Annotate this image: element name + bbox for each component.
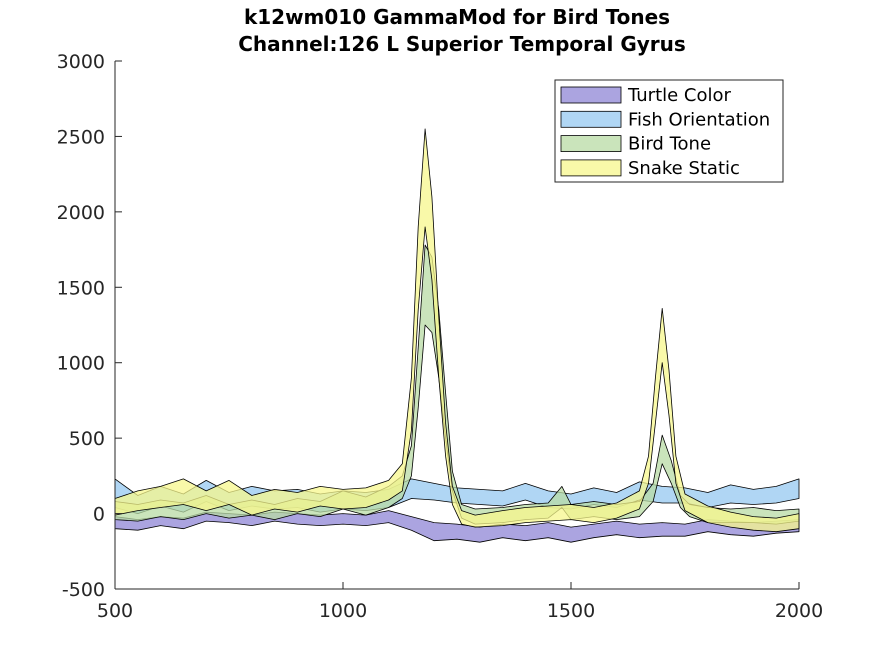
x-tick-label: 500 xyxy=(97,600,133,622)
ticks-layer: 500 1000 1500 2000 -500 0 500 1000 1500 2000 2500 3… xyxy=(57,51,824,622)
legend-swatch-snake-static xyxy=(560,159,622,177)
legend-swatch-bird-tone xyxy=(560,135,622,153)
legend-items: Turtle Color Fish Orientation Bird Tone Sna… xyxy=(560,85,770,179)
legend-label-turtle-color: Turtle Color xyxy=(627,85,732,106)
legend-swatch-fish-orientation xyxy=(560,110,622,128)
y-tick-label: 500 xyxy=(69,428,105,450)
y-tick-label: 1000 xyxy=(57,353,105,375)
y-tick-label: 2000 xyxy=(57,202,105,224)
legend-label-fish-orientation: Fish Orientation xyxy=(628,109,770,130)
y-tick-label: 2500 xyxy=(57,126,105,148)
y-tick-label: -500 xyxy=(62,579,105,601)
series-band-snake-static xyxy=(114,128,800,533)
x-tick-label: 1000 xyxy=(319,600,367,622)
legend-label-bird-tone: Bird Tone xyxy=(628,134,711,155)
series-layer xyxy=(114,128,800,543)
chart-subtitle: Channel:126 L Superior Temporal Gyrus xyxy=(238,32,686,56)
y-tick-label: 1500 xyxy=(57,277,105,299)
y-tick-label: 0 xyxy=(93,504,105,526)
legend-swatch-turtle-color xyxy=(560,86,622,104)
chart-title: k12wm010 GammaMod for Bird Tones xyxy=(244,5,670,29)
y-tick-label: 3000 xyxy=(57,51,105,73)
series-band-turtle-color xyxy=(114,510,800,543)
legend-label-snake-static: Snake Static xyxy=(628,158,740,179)
x-tick-label: 1500 xyxy=(547,600,595,622)
legend: Turtle Color Fish Orientation Bird Tone Sna… xyxy=(554,79,784,183)
x-tick-label: 2000 xyxy=(775,600,823,622)
